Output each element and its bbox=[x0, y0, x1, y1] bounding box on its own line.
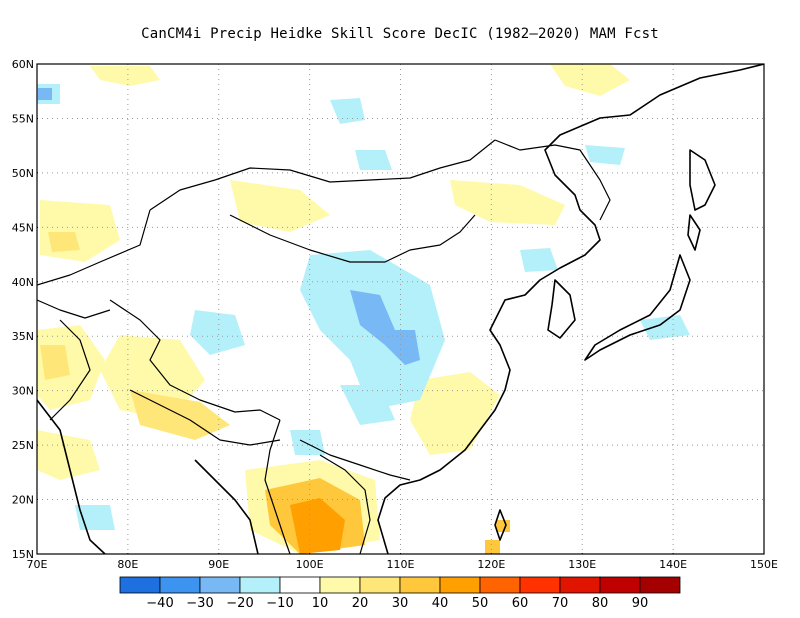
lon-tick-label: 100E bbox=[296, 558, 324, 571]
coast-kamchatka bbox=[689, 149, 716, 211]
colorbar-label: 50 bbox=[472, 596, 489, 611]
shade-positive-india-yellow bbox=[37, 430, 100, 480]
shade-negative-amur-lightblue bbox=[585, 145, 625, 165]
lon-tick-label: 130E bbox=[568, 558, 596, 571]
borders bbox=[37, 139, 611, 554]
shade-positive-indochina-darkorange bbox=[290, 498, 345, 554]
lon-tick-label: 150E bbox=[750, 558, 778, 571]
map-title: CanCM4i Precip Heidke Skill Score DecIC … bbox=[141, 26, 659, 42]
lon-tick-label: 70E bbox=[27, 558, 48, 571]
colorbar-label: 40 bbox=[432, 596, 449, 611]
colorbar-swatch bbox=[599, 576, 641, 594]
colorbar-swatch bbox=[399, 576, 441, 594]
colorbar-label: −30 bbox=[186, 596, 213, 611]
shade-negative-north-lightblue bbox=[330, 98, 365, 124]
colorbar-swatch bbox=[279, 576, 321, 594]
colorbar-label: 80 bbox=[592, 596, 609, 611]
colorbar-label: 30 bbox=[392, 596, 409, 611]
shade-positive-manchuria-yellow bbox=[450, 180, 565, 225]
shade-negative-baikal-lightblue bbox=[355, 150, 392, 170]
colorbar-swatch bbox=[639, 576, 681, 594]
colorbar: −40 −30 −20 −10 10 20 30 40 50 60 70 80 90 bbox=[119, 576, 681, 611]
shade-negative-korea-lightblue bbox=[520, 248, 558, 272]
colorbar-label: 60 bbox=[512, 596, 529, 611]
colorbar-swatch bbox=[359, 576, 401, 594]
lat-tick-label: 30N bbox=[12, 385, 34, 398]
shade-negative-sichuan-lightblue bbox=[340, 385, 395, 425]
shade-negative-japan-lightblue bbox=[640, 315, 690, 340]
coast-sakhalin bbox=[687, 214, 701, 251]
plot-frame bbox=[36, 63, 765, 555]
colorbar-swatch bbox=[319, 576, 361, 594]
lat-tick-label: 55N bbox=[12, 112, 34, 125]
shade-negative-nw-blue bbox=[38, 88, 52, 100]
border-mongolia-china bbox=[229, 214, 476, 263]
lat-tick-label: 15N bbox=[12, 548, 34, 561]
colorbar-label: 10 bbox=[312, 596, 329, 611]
shade-positive-mongolia-yellow bbox=[230, 180, 330, 232]
border-china-south bbox=[299, 439, 411, 481]
lat-tick-label: 40N bbox=[12, 276, 34, 289]
skill-shading bbox=[37, 64, 690, 554]
lat-tick-label: 20N bbox=[12, 494, 34, 507]
longitude-labels: 70E 80E 90E 100E 110E 120E 130E 140E 150E bbox=[27, 558, 778, 571]
colorbar-swatch bbox=[559, 576, 601, 594]
colorbar-swatch bbox=[159, 576, 201, 594]
shade-negative-yunnan-lightblue bbox=[290, 430, 325, 455]
lat-tick-label: 50N bbox=[12, 167, 34, 180]
shade-positive-kazakh-orange bbox=[48, 232, 80, 252]
coast-korea bbox=[547, 279, 576, 339]
shade-negative-central-blue bbox=[350, 290, 420, 365]
lat-tick-label: 60N bbox=[12, 58, 34, 71]
border-china-north bbox=[494, 139, 611, 221]
colorbar-label: −20 bbox=[226, 596, 253, 611]
border-india-pakistan bbox=[49, 319, 91, 421]
colorbar-swatch bbox=[479, 576, 521, 594]
colorbar-label: 90 bbox=[632, 596, 649, 611]
border-afghanistan bbox=[37, 299, 111, 319]
shade-negative-qinghai-lightblue bbox=[190, 310, 245, 355]
lat-tick-label: 35N bbox=[12, 330, 34, 343]
shade-positive-kazakh-yellow bbox=[40, 200, 120, 262]
coast-taiwan bbox=[494, 509, 507, 541]
colorbar-swatch bbox=[119, 576, 161, 594]
shade-positive-luzon-orange bbox=[485, 540, 500, 554]
lat-tick-label: 45N bbox=[12, 221, 34, 234]
colorbar-label: 20 bbox=[352, 596, 369, 611]
border-himalaya bbox=[129, 389, 281, 446]
colorbar-label: −10 bbox=[266, 596, 293, 611]
lon-tick-label: 80E bbox=[117, 558, 138, 571]
coastlines bbox=[37, 64, 764, 554]
lat-tick-label: 25N bbox=[12, 439, 34, 452]
grid-lines bbox=[36, 63, 765, 555]
coast-japan bbox=[584, 254, 691, 361]
colorbar-swatch bbox=[239, 576, 281, 594]
shade-positive-pakistan-orange bbox=[40, 345, 70, 380]
coast-bay-of-bengal bbox=[194, 459, 259, 554]
border-kazakh bbox=[37, 209, 151, 286]
border-china-west bbox=[109, 299, 281, 421]
border-myanmar bbox=[264, 419, 291, 554]
coast-east-asia bbox=[377, 64, 764, 554]
colorbar-label: 70 bbox=[552, 596, 569, 611]
coast-india bbox=[37, 399, 106, 554]
lon-tick-label: 110E bbox=[387, 558, 415, 571]
shade-positive-north-yellow bbox=[90, 66, 160, 86]
latitude-labels: 15N 20N 25N 30N 35N 40N 45N 50N 55N 60N bbox=[12, 58, 34, 561]
colorbar-swatch bbox=[199, 576, 241, 594]
shade-positive-ne-yellow bbox=[550, 64, 630, 96]
lon-tick-label: 140E bbox=[659, 558, 687, 571]
border-russia-mongolia bbox=[149, 139, 496, 211]
colorbar-label: −40 bbox=[146, 596, 173, 611]
colorbar-swatch bbox=[519, 576, 561, 594]
border-laos-vietnam bbox=[319, 454, 371, 554]
shade-positive-taiwan-orange bbox=[496, 520, 510, 532]
lon-tick-label: 120E bbox=[477, 558, 505, 571]
colorbar-swatch bbox=[439, 576, 481, 594]
lon-tick-label: 90E bbox=[208, 558, 229, 571]
shade-negative-india-lightblue bbox=[75, 505, 115, 530]
